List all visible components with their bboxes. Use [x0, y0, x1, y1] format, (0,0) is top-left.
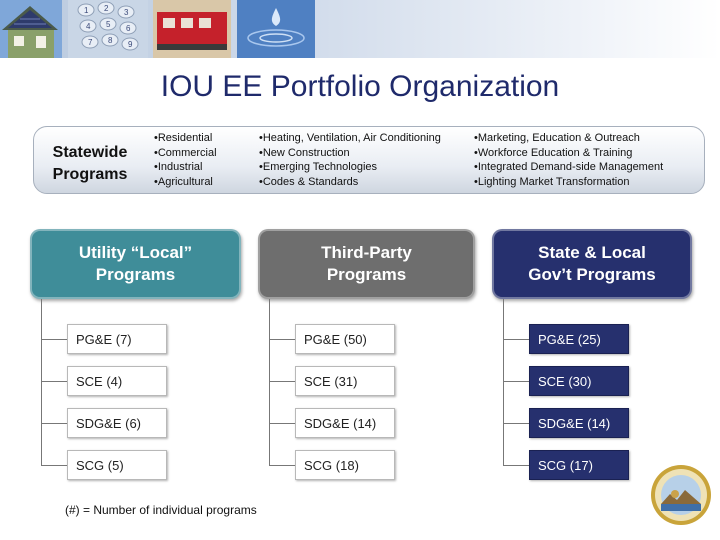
- connector-line: [503, 299, 504, 465]
- connector-line: [503, 381, 529, 382]
- govt-row: SDG&E (14): [529, 408, 629, 438]
- program-item: Lighting Market Transformation: [474, 175, 663, 190]
- house-solar-photo: [0, 0, 62, 58]
- govt-title-line2: Gov’t Programs: [528, 265, 656, 284]
- govt-row: PG&E (25): [529, 324, 629, 354]
- svg-text:4: 4: [86, 22, 91, 31]
- third-party-row: PG&E (50): [295, 324, 395, 354]
- connector-line: [269, 465, 295, 466]
- connector-line: [503, 465, 529, 466]
- program-item: Integrated Demand-side Management: [474, 160, 663, 175]
- utility-local-title-line2: Programs: [95, 265, 176, 284]
- program-item: Emerging Technologies: [259, 160, 441, 175]
- train-photo: [153, 0, 231, 58]
- utility-local-row: PG&E (7): [67, 324, 167, 354]
- utility-local-row: SDG&E (6): [67, 408, 167, 438]
- water-drop-photo: [237, 0, 315, 58]
- state-seal-icon: [650, 464, 712, 526]
- svg-text:1: 1: [84, 6, 89, 15]
- sector-list: Residential Commercial Industrial Agricu…: [154, 131, 217, 189]
- svg-text:5: 5: [106, 20, 111, 29]
- connector-line: [41, 381, 67, 382]
- statewide-programs-label: Statewide Programs: [42, 142, 138, 186]
- connector-line: [269, 423, 295, 424]
- connector-line: [503, 423, 529, 424]
- connector-line: [269, 339, 295, 340]
- third-party-row: SDG&E (14): [295, 408, 395, 438]
- state-local-govt-programs-header: State & Local Gov’t Programs: [492, 229, 692, 299]
- connector-line: [269, 381, 295, 382]
- footnote: (#) = Number of individual programs: [65, 503, 257, 517]
- program-item: New Construction: [259, 146, 441, 161]
- connector-line: [269, 299, 270, 465]
- cross-cutting-list-1: Heating, Ventilation, Air Conditioning N…: [259, 131, 441, 189]
- sector-item: Commercial: [154, 146, 217, 161]
- connector-line: [41, 423, 67, 424]
- svg-text:7: 7: [88, 38, 93, 47]
- program-item: Workforce Education & Training: [474, 146, 663, 161]
- third-party-programs-header: Third-Party Programs: [258, 229, 475, 299]
- phone-keypad-photo: 1 2 3 4 5 6 7 8 9: [68, 0, 148, 58]
- connector-line: [41, 339, 67, 340]
- svg-text:8: 8: [108, 36, 113, 45]
- svg-text:9: 9: [128, 40, 133, 49]
- svg-text:2: 2: [104, 4, 109, 13]
- sector-item: Residential: [154, 131, 217, 146]
- utility-local-row: SCE (4): [67, 366, 167, 396]
- statewide-label-line2: Programs: [52, 166, 128, 183]
- svg-text:6: 6: [126, 24, 131, 33]
- svg-text:3: 3: [124, 8, 129, 17]
- program-item: Marketing, Education & Outreach: [474, 131, 663, 146]
- third-party-row: SCG (18): [295, 450, 395, 480]
- connector-line: [41, 465, 67, 466]
- header-banner: 1 2 3 4 5 6 7 8 9: [0, 0, 720, 58]
- statewide-label-line1: Statewide: [52, 144, 128, 161]
- utility-local-row: SCG (5): [67, 450, 167, 480]
- program-item: Heating, Ventilation, Air Conditioning: [259, 131, 441, 146]
- program-item: Codes & Standards: [259, 175, 441, 190]
- govt-row: SCG (17): [529, 450, 629, 480]
- connector-line: [41, 299, 42, 465]
- third-party-title-line1: Third-Party: [321, 243, 412, 262]
- utility-local-programs-header: Utility “Local” Programs: [30, 229, 241, 299]
- cross-cutting-list-2: Marketing, Education & Outreach Workforc…: [474, 131, 663, 189]
- govt-row: SCE (30): [529, 366, 629, 396]
- page-title: IOU EE Portfolio Organization: [160, 70, 560, 103]
- connector-line: [503, 339, 529, 340]
- utility-local-title-line1: Utility “Local”: [78, 243, 193, 262]
- third-party-title-line2: Programs: [326, 265, 407, 284]
- govt-title-line1: State & Local: [538, 243, 646, 262]
- sector-item: Agricultural: [154, 175, 217, 190]
- third-party-row: SCE (31): [295, 366, 395, 396]
- sector-item: Industrial: [154, 160, 217, 175]
